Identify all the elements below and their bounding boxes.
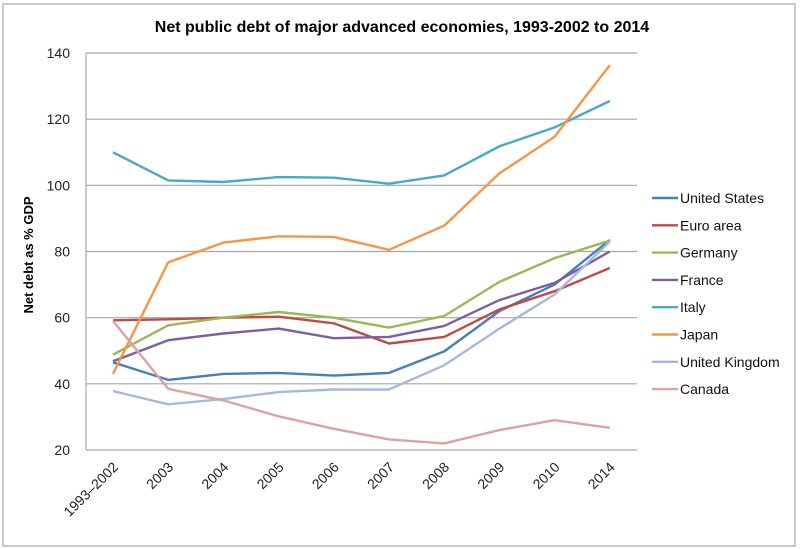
y-tick-label: 20 <box>54 442 70 458</box>
legend-label: Italy <box>680 299 706 315</box>
x-tick-label: 2008 <box>419 459 452 492</box>
x-axis-ticks: 1993–2002 2003 2004 2005 2006 2007 2008 2009 201… <box>60 459 618 520</box>
y-tick-label: 120 <box>47 111 71 127</box>
y-tick-label: 100 <box>47 177 71 193</box>
y-tick-label: 60 <box>54 310 70 326</box>
series-line-germany <box>112 239 611 356</box>
y-tick-label: 80 <box>54 244 70 260</box>
legend-label: United Kingdom <box>680 354 780 370</box>
series-line-italy <box>112 99 611 185</box>
x-tick-label: 2009 <box>474 459 507 492</box>
x-tick-label: 2007 <box>364 459 397 492</box>
chart-title: Net public debt of major advanced econom… <box>155 19 650 36</box>
y-tick-label: 40 <box>54 376 70 392</box>
x-tick-label: 2003 <box>143 459 176 492</box>
x-tick-label: 2006 <box>309 459 342 492</box>
gridlines <box>85 52 637 451</box>
x-tick-label: 2005 <box>253 459 286 492</box>
legend-item: United States <box>652 190 764 206</box>
x-tick-label: 2014 <box>585 459 618 492</box>
y-axis-ticks: 20 40 60 80 100 120 140 <box>47 45 71 458</box>
series-line-united-kingdom <box>112 240 611 406</box>
chart-frame <box>2 3 796 547</box>
series-line-united-states <box>112 238 611 382</box>
y-tick-label: 140 <box>47 45 71 61</box>
legend-item: France <box>652 272 724 288</box>
legend-label: Germany <box>680 245 738 261</box>
x-tick-label: 2004 <box>198 459 231 492</box>
series-line-canada <box>112 320 610 445</box>
x-tick-label: 2010 <box>529 459 562 492</box>
legend-item: Germany <box>652 245 738 261</box>
legend-label: United States <box>680 190 764 206</box>
legend-item: United Kingdom <box>652 354 780 370</box>
x-tick-label: 1993–2002 <box>60 459 121 520</box>
series-lines <box>111 64 611 445</box>
legend-label: France <box>680 272 724 288</box>
legend-item: Italy <box>652 299 706 315</box>
series-line-france <box>112 250 611 363</box>
series-line-euro-area <box>112 266 611 345</box>
series-line-japan <box>111 64 611 375</box>
y-axis-title: Net debt as % GDP <box>21 196 36 313</box>
legend-item: Japan <box>652 327 718 343</box>
legend: United States Euro area Germany France Italy… <box>652 190 780 397</box>
legend-item: Euro area <box>652 217 742 233</box>
legend-label: Euro area <box>680 217 742 233</box>
legend-label: Canada <box>680 381 729 397</box>
legend-label: Japan <box>680 327 718 343</box>
legend-item: Canada <box>652 381 729 397</box>
